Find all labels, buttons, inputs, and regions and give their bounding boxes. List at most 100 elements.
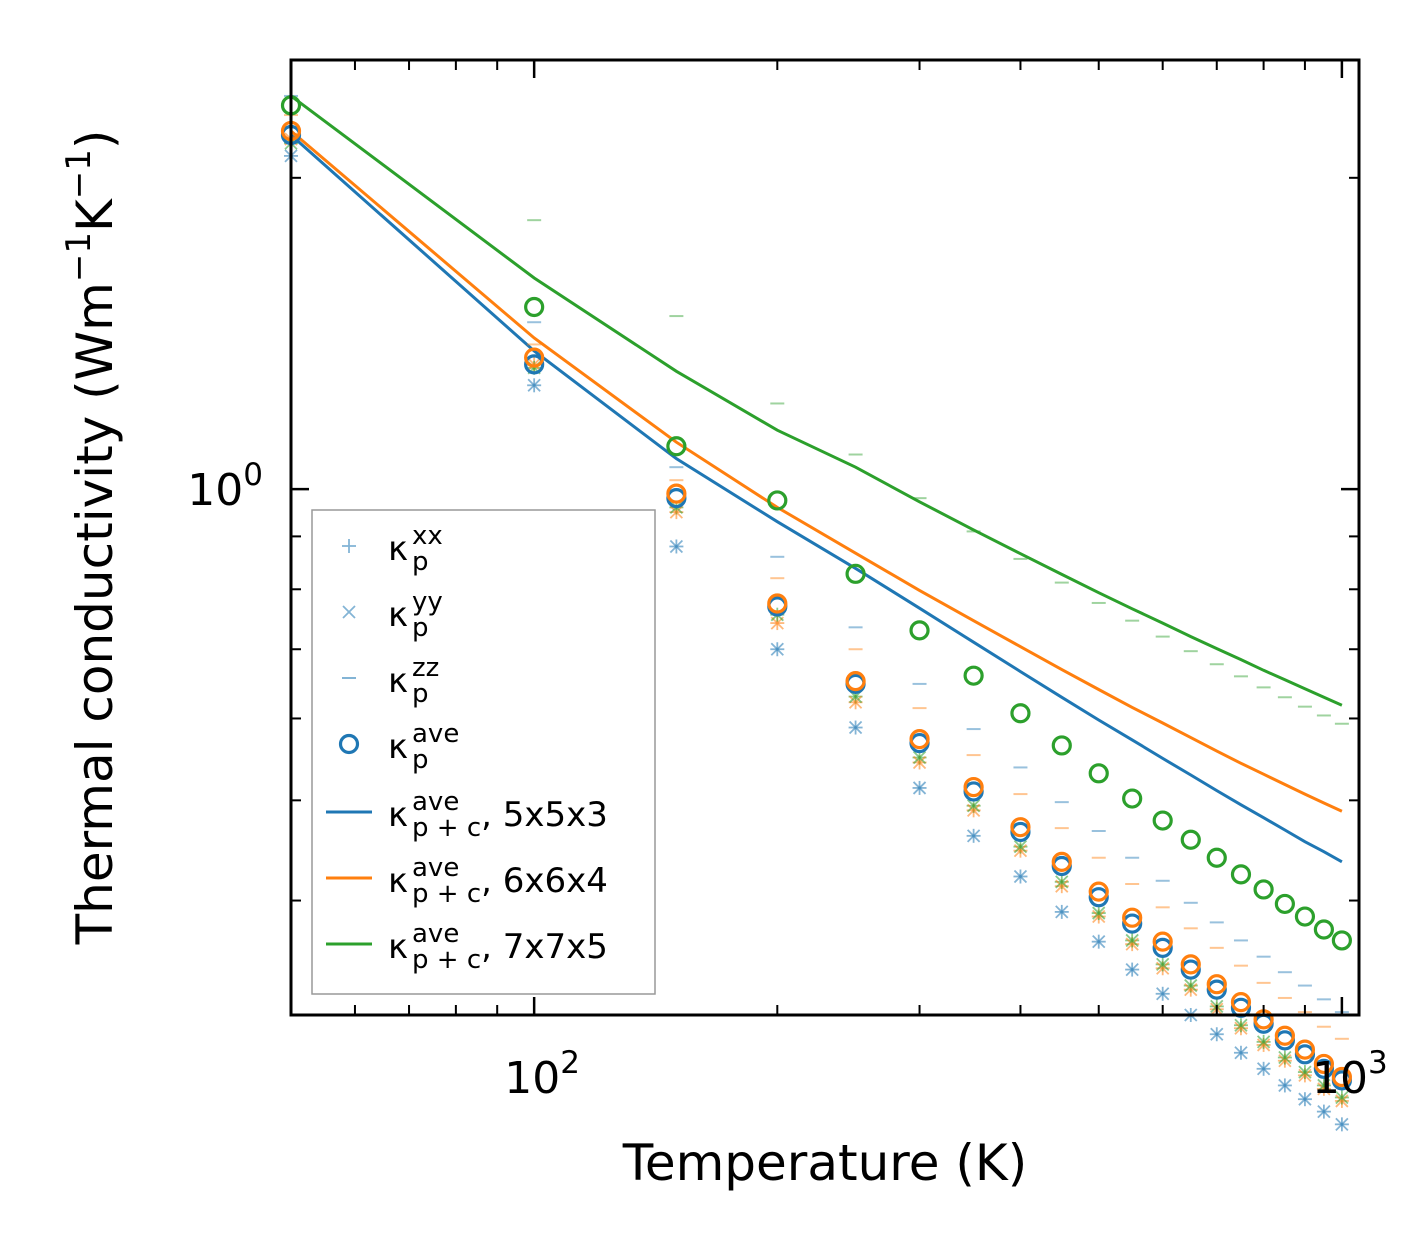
marker-stroke (1184, 978, 1198, 993)
data-point-circle (1294, 1039, 1316, 1060)
marker-stroke (1088, 881, 1109, 902)
data-point-circle (524, 354, 545, 375)
data-point-x (1256, 1062, 1271, 1076)
data-point-x (1256, 1035, 1271, 1049)
data-point-x (1256, 1038, 1271, 1052)
marker-stroke (1092, 906, 1106, 920)
legend-entry-label: κ xx p (388, 521, 443, 577)
marker-stroke (1298, 1065, 1312, 1079)
marker-stroke (524, 347, 545, 368)
data-point-circle (1274, 893, 1295, 915)
axes-frame (289, 58, 1361, 1017)
data-point-x (1055, 875, 1069, 889)
marker-stroke (1234, 1021, 1248, 1035)
data-point-x (527, 378, 541, 392)
data-point-circle (1152, 810, 1173, 831)
data-point-circle (909, 620, 930, 641)
data-point-x (1298, 1068, 1312, 1083)
legend-entry-label: κ zz p (388, 653, 439, 709)
marker-stroke (1278, 1054, 1292, 1068)
marker-stroke (1274, 1025, 1295, 1046)
marker-stroke (1253, 879, 1274, 900)
marker-stroke (1234, 1046, 1248, 1060)
data-point-circle (666, 436, 687, 457)
data-point-x (966, 799, 981, 813)
marker-stroke (1088, 763, 1109, 784)
data-point-circle (1180, 954, 1201, 975)
marker-stroke (338, 733, 360, 755)
marker-stroke (1298, 1068, 1312, 1083)
data-point-circle (1051, 851, 1072, 872)
data-point-circle (963, 665, 984, 686)
marker-stroke (666, 483, 687, 504)
marker-stroke (1092, 909, 1106, 924)
marker-stroke (527, 378, 541, 392)
marker-stroke (1274, 893, 1295, 915)
marker-stroke (767, 490, 788, 511)
data-point-circle (1122, 913, 1143, 934)
data-point-x (1317, 1104, 1331, 1119)
marker-stroke (1298, 1092, 1312, 1106)
data-point-x (1298, 1092, 1312, 1106)
data-point-x (1092, 909, 1106, 924)
data-point-circle (1180, 829, 1201, 850)
marker-stroke (1156, 987, 1170, 1001)
data-point-x (1156, 987, 1170, 1001)
data-point-x (1278, 1078, 1292, 1093)
data-point-x (1125, 962, 1139, 977)
data-point-x (1156, 957, 1170, 972)
marker-stroke (1313, 919, 1334, 940)
marker-stroke (1278, 1050, 1292, 1065)
data-point-circle (1122, 907, 1143, 928)
marker-stroke (1294, 906, 1316, 927)
data-point-x (1092, 935, 1106, 949)
legend-entry-label: κ yy p (388, 587, 443, 643)
data-point-x (669, 505, 684, 519)
marker-stroke (770, 642, 784, 656)
data-point-x (1210, 1027, 1224, 1041)
data-point-circle (767, 593, 788, 614)
series-line-6x6x4 (290, 129, 1343, 813)
marker-stroke (1092, 935, 1106, 949)
marker-stroke (1317, 1082, 1331, 1096)
marker-stroke (966, 799, 981, 813)
data-point-x (912, 781, 927, 795)
marker-stroke (524, 296, 545, 318)
data-point-x (669, 539, 684, 554)
data-point-circle (767, 490, 788, 511)
data-point-x (1184, 983, 1198, 997)
marker-stroke (909, 620, 930, 641)
marker-stroke (1013, 840, 1028, 854)
data-point-circle (845, 671, 866, 692)
marker-stroke (1152, 931, 1173, 952)
data-point-circle (524, 347, 545, 368)
data-point-circle (1088, 887, 1109, 908)
data-point-circle (1313, 1053, 1334, 1075)
data-point-circle (1274, 1025, 1295, 1046)
data-point-circle (1088, 881, 1109, 902)
data-point-circle (1253, 879, 1274, 900)
marker-stroke (1122, 907, 1143, 928)
marker-stroke (1125, 933, 1139, 948)
marker-stroke (1184, 983, 1198, 997)
marker-stroke (669, 539, 684, 554)
marker-stroke (1313, 1053, 1334, 1075)
data-point-circle (1010, 703, 1031, 724)
marker-stroke (909, 729, 930, 750)
data-point-x (966, 803, 981, 817)
marker-stroke (1013, 869, 1028, 884)
data-point-x (1278, 1050, 1292, 1065)
axis-ticks (291, 60, 1359, 1015)
data-point-x (1055, 879, 1069, 893)
marker-stroke (1088, 887, 1109, 908)
data-point-x (1298, 1065, 1312, 1079)
legend-marker (342, 605, 356, 619)
marker-stroke (1206, 974, 1227, 995)
marker-stroke (1335, 1090, 1349, 1105)
marker-stroke (1125, 962, 1139, 977)
marker-stroke (848, 695, 863, 709)
marker-stroke (1206, 847, 1227, 868)
data-point-x (527, 357, 541, 372)
legend-entry-label: κ ave p + c, 6x6x4 (388, 853, 608, 909)
